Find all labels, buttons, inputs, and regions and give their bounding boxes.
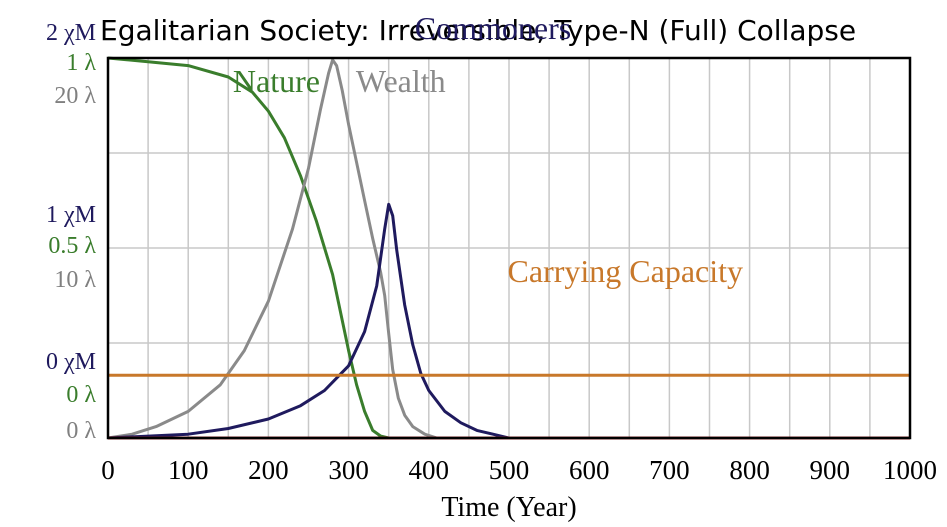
x-tick-label: 1000	[883, 455, 937, 485]
series-line-nature	[107, 56, 910, 440]
series-line-commoners	[107, 202, 910, 440]
x-tick-label: 700	[649, 455, 690, 485]
y-tick-label: 2 χM	[46, 20, 96, 46]
y-tick-label: 0 λ	[66, 382, 96, 408]
annotation-commoners: Commoners	[415, 10, 571, 46]
annotation-carrying-capacity: Carrying Capacity	[508, 253, 743, 289]
y-tick-label: 0.5 λ	[48, 233, 96, 259]
grid	[108, 58, 910, 438]
x-tick-label: 300	[328, 455, 369, 485]
x-tick-label: 800	[729, 455, 770, 485]
x-tick-label: 900	[810, 455, 851, 485]
x-tick-label: 100	[168, 455, 209, 485]
x-tick-label: 200	[248, 455, 289, 485]
y-tick-label: 10 λ	[54, 267, 96, 293]
y-tick-labels: 2 χM 1 λ 20 λ 1 χM 0.5 λ 10 λ 0 χM 0 λ 0 λ	[46, 20, 96, 444]
annotation-wealth: Wealth	[356, 63, 446, 99]
x-tick-label: 600	[569, 455, 610, 485]
x-tick-labels: 0 100 200 300 400 500 600 700 800 900 1000	[101, 455, 937, 485]
annotation-nature: Nature	[233, 63, 320, 99]
y-tick-label: 0 χM	[46, 349, 96, 375]
y-tick-label: 1 χM	[46, 202, 96, 228]
x-tick-label: 0	[101, 455, 115, 485]
y-tick-label: 1 λ	[66, 50, 96, 76]
annotations: Nature Wealth Commoners Carrying Capacity	[233, 10, 743, 289]
series-line-wealth	[107, 58, 910, 440]
plot-frame	[106, 56, 912, 440]
chart-title: Egalitarian Society: Irreversible, Type-…	[100, 14, 856, 47]
x-tick-label: 400	[409, 455, 450, 485]
y-tick-label: 20 λ	[54, 83, 96, 109]
x-tick-label: 500	[489, 455, 530, 485]
x-axis-label: Time (Year)	[441, 492, 576, 523]
y-tick-label: 0 λ	[66, 418, 96, 444]
